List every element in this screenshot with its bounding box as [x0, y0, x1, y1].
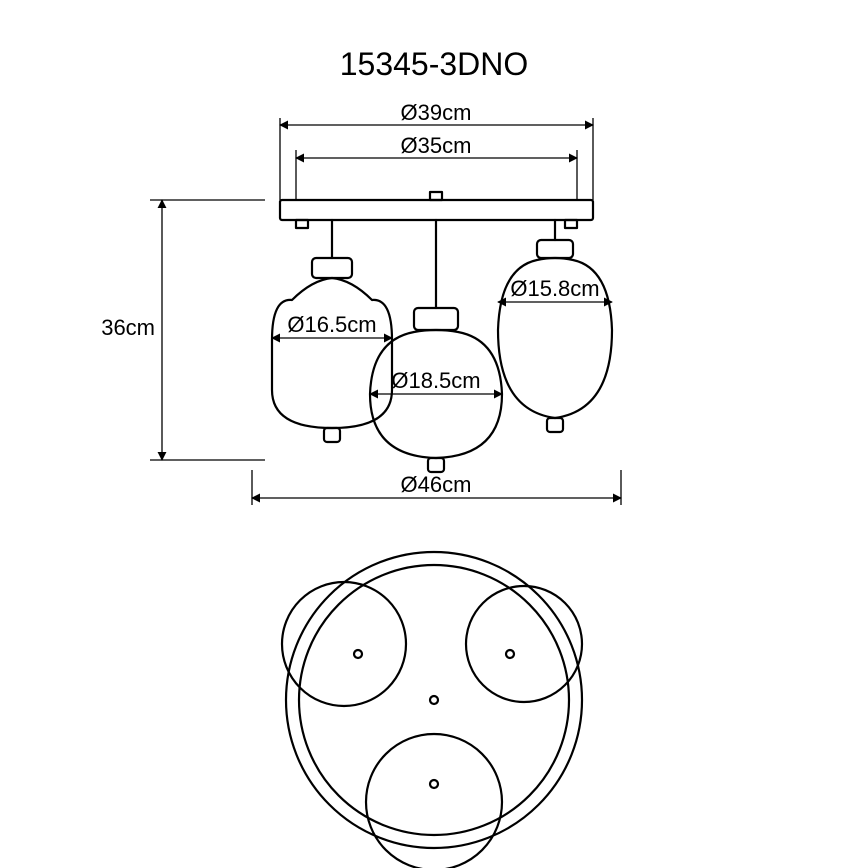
plan-view [282, 552, 582, 868]
dim-shade-middle: Ø18.5cm [391, 368, 480, 393]
technical-drawing: 15345-3DNO Ø39cm Ø35cm 36cm Ø46cm [0, 0, 868, 868]
dim-overall-width: Ø46cm [401, 472, 472, 497]
product-model-title: 15345-3DNO [340, 46, 529, 82]
dim-canopy-diameter: Ø35cm [401, 133, 472, 158]
dim-shade-right: Ø15.8cm [510, 276, 599, 301]
dim-overall-top-diameter: Ø39cm [401, 100, 472, 125]
dim-shade-left: Ø16.5cm [287, 312, 376, 337]
dim-overall-height: 36cm [101, 315, 155, 340]
